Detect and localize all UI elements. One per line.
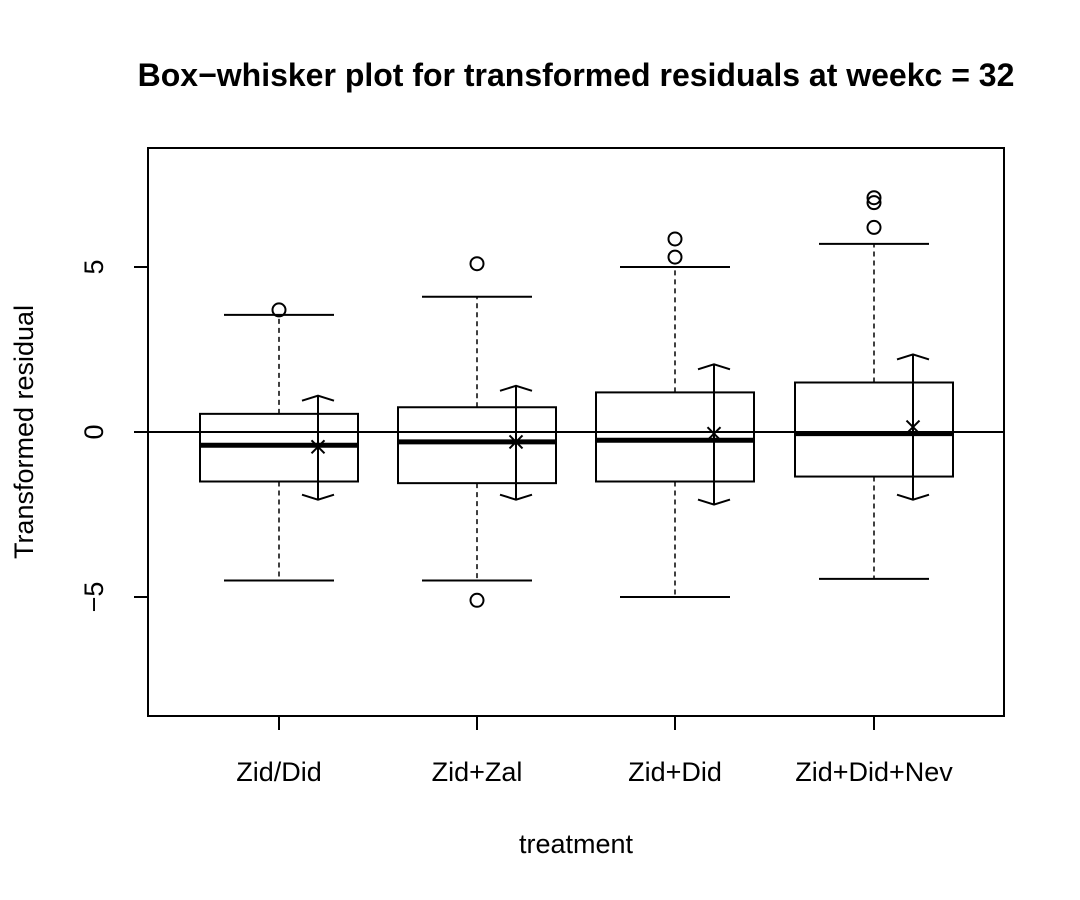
x-tick-label: Zid+Did (628, 757, 722, 787)
outlier-point (271, 302, 287, 318)
y-tick-label: −5 (79, 582, 109, 613)
mean-marker (310, 439, 326, 455)
mean-marker (706, 426, 722, 441)
mean-ci-lower-cap (499, 493, 533, 501)
box-group-4 (794, 190, 954, 580)
mean-ci-lower-cap (301, 493, 335, 501)
y-axis-label: Transformed residual (9, 305, 39, 559)
mean-ci-upper-cap (697, 363, 731, 371)
mean-ci-lower-cap (896, 493, 930, 501)
iqr-box (794, 381, 954, 478)
y-tick-label: 0 (79, 424, 109, 439)
mean-ci-lower-cap (697, 498, 731, 506)
box-group-3 (595, 231, 755, 598)
x-tick-label: Zid/Did (236, 757, 322, 787)
outlier-point (866, 219, 882, 235)
outlier-point (469, 256, 485, 272)
x-axis-label: treatment (519, 829, 634, 859)
mean-ci-upper-cap (301, 394, 335, 402)
outlier-point (667, 249, 683, 265)
mean-marker (508, 434, 524, 450)
box-group-1 (199, 302, 359, 582)
x-tick-label: Zid+Zal (432, 757, 523, 787)
y-tick-label: 5 (79, 259, 109, 274)
x-tick-label: Zid+Did+Nev (795, 757, 953, 787)
outlier-point (667, 231, 683, 247)
mean-marker (905, 419, 921, 435)
mean-ci-upper-cap (896, 353, 930, 361)
chart-title: Box−whisker plot for transformed residua… (138, 57, 1015, 93)
iqr-box (595, 391, 755, 483)
plot-layer (148, 190, 1004, 608)
iqr-box (397, 406, 557, 485)
outlier-point (866, 190, 882, 206)
mean-ci-upper-cap (499, 384, 533, 392)
axis-layer: Zid/Did Zid+Zal Zid+Did Zid+Did+Nev −5 0 5 (79, 259, 953, 787)
outlier-point (469, 592, 485, 608)
box-group-2 (397, 256, 557, 608)
outlier-point (866, 195, 882, 211)
